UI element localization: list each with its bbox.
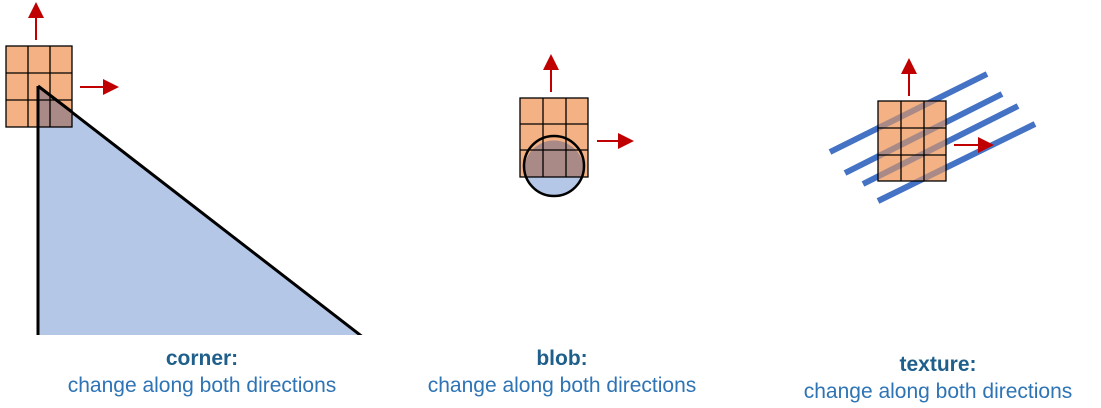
corner-panel bbox=[5, 2, 363, 335]
blob-caption-title: blob: bbox=[536, 347, 588, 370]
corner-edge-diagonal bbox=[37, 84, 363, 335]
texture-caption-description: change along both directions bbox=[803, 380, 1073, 403]
blob-panel bbox=[519, 54, 634, 198]
blob-caption-description: change along both directions bbox=[427, 374, 697, 397]
corner-caption-title: corner: bbox=[165, 347, 239, 370]
corner-caption-description: change along both directions bbox=[67, 374, 337, 397]
corner-window bbox=[5, 45, 73, 128]
corner-overlap bbox=[38, 86, 72, 127]
texture-caption-title: texture: bbox=[899, 353, 977, 376]
texture-caption: texture: change along both directions bbox=[776, 352, 1100, 406]
blob-caption: blob: change along both directions bbox=[400, 346, 724, 400]
corner-caption: corner: change along both directions bbox=[40, 346, 364, 400]
diagram-canvas bbox=[5, 2, 1037, 335]
texture-panel bbox=[828, 58, 1037, 204]
